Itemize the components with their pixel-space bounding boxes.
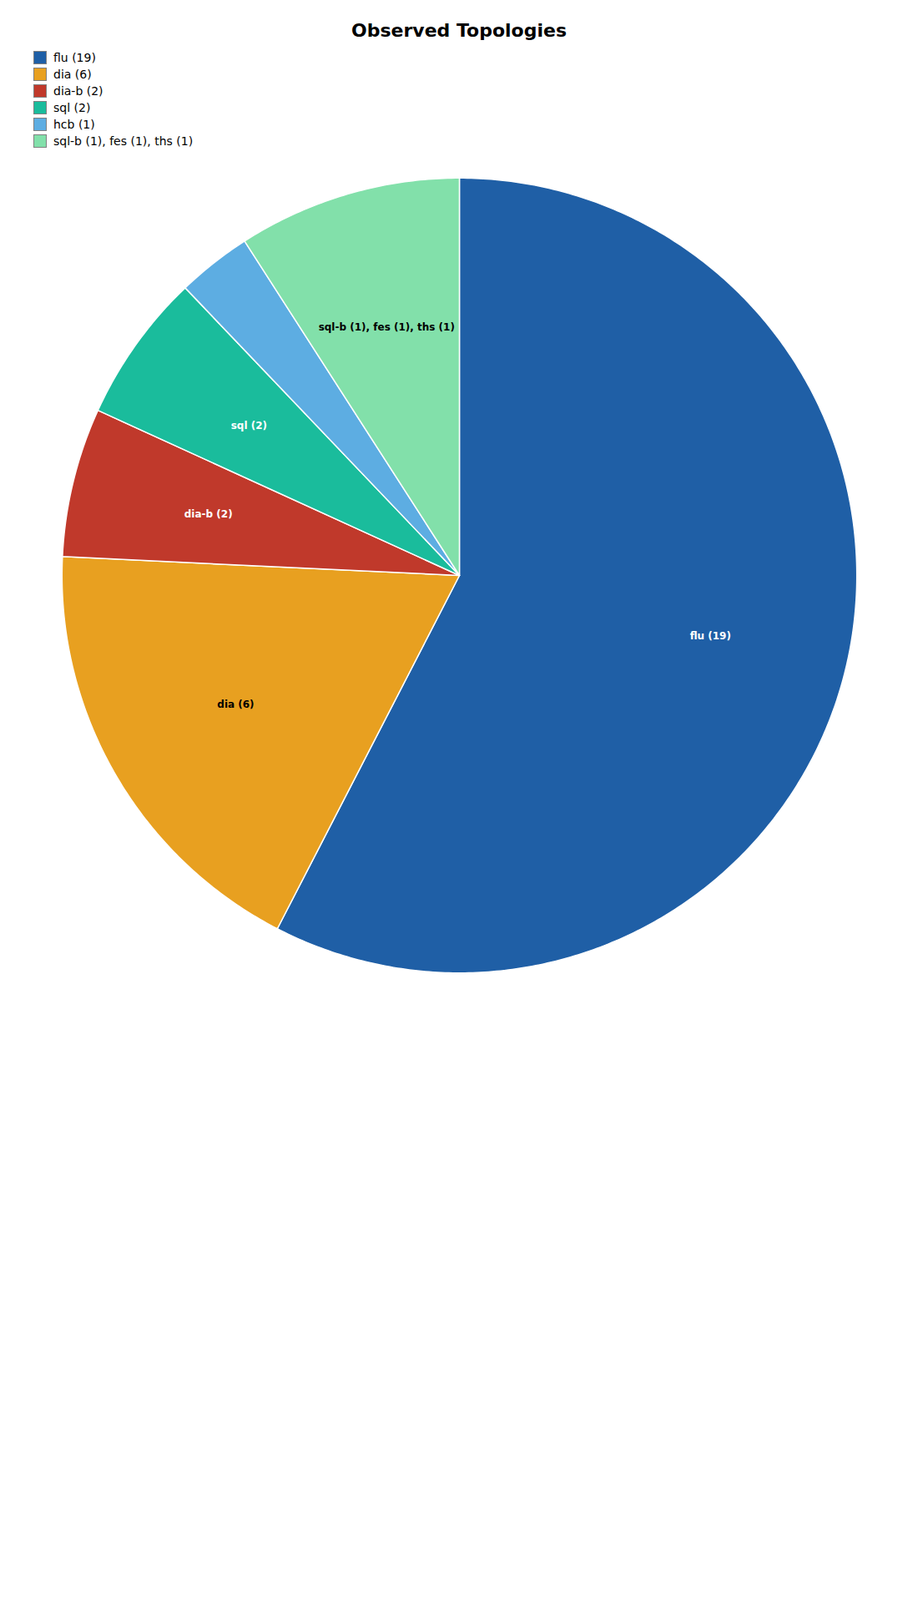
svg-text:dia-b (2): dia-b (2) — [184, 508, 233, 520]
html-text:dia-b (2): dia-b (2) — [53, 84, 104, 98]
svg-text:dia (6): dia (6) — [216, 698, 254, 711]
html-text:dia (6): dia (6) — [53, 67, 92, 81]
html-text:Observed Topologies: Observed Topologies — [351, 20, 567, 41]
html-text:sql (2): sql (2) — [53, 100, 91, 115]
html-text:sql-b (1), fes (1), ths (1): sql-b (1), fes (1), ths (1) — [53, 134, 193, 148]
html-text:flu (19): flu (19) — [53, 50, 96, 65]
svg-text:sql (2): sql (2) — [231, 419, 268, 432]
html-text:hcb (1): hcb (1) — [53, 117, 95, 132]
svg-text:flu (19): flu (19) — [690, 630, 732, 642]
svg-text:sql-b (1), fes (1), ths (1): sql-b (1), fes (1), ths (1) — [318, 321, 455, 333]
